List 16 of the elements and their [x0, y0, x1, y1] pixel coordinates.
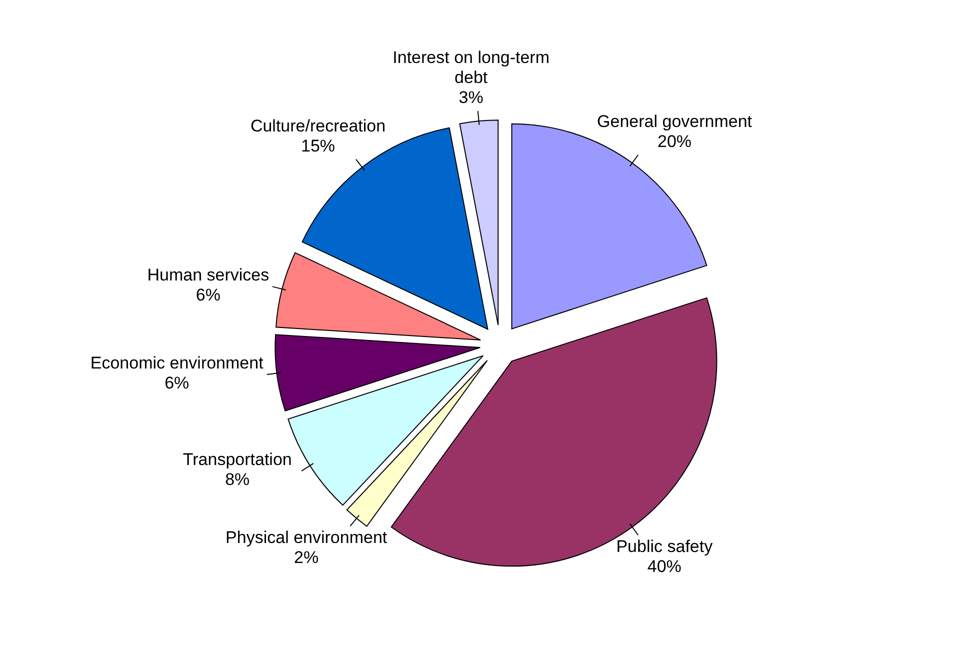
data-label: 20% [658, 132, 692, 151]
data-label: 40% [647, 557, 682, 576]
slice-label: Culture/recreation [250, 116, 386, 136]
data-label: 15% [301, 136, 336, 156]
data-label: 6% [196, 286, 220, 305]
slice-label: Interest on long-term debt [392, 48, 550, 88]
slice-label: Transportation [182, 450, 292, 469]
slice-label: Public safety [616, 537, 714, 556]
slice-label: General government [597, 112, 752, 131]
data-label: 8% [225, 470, 250, 489]
slice-label: Physical environment [226, 528, 388, 548]
data-label: 2% [294, 548, 319, 568]
data-label: 6% [164, 373, 190, 392]
slice-label: Economic environment [90, 353, 264, 372]
slice-label: Human services [147, 266, 270, 285]
data-label: 3% [458, 88, 484, 108]
